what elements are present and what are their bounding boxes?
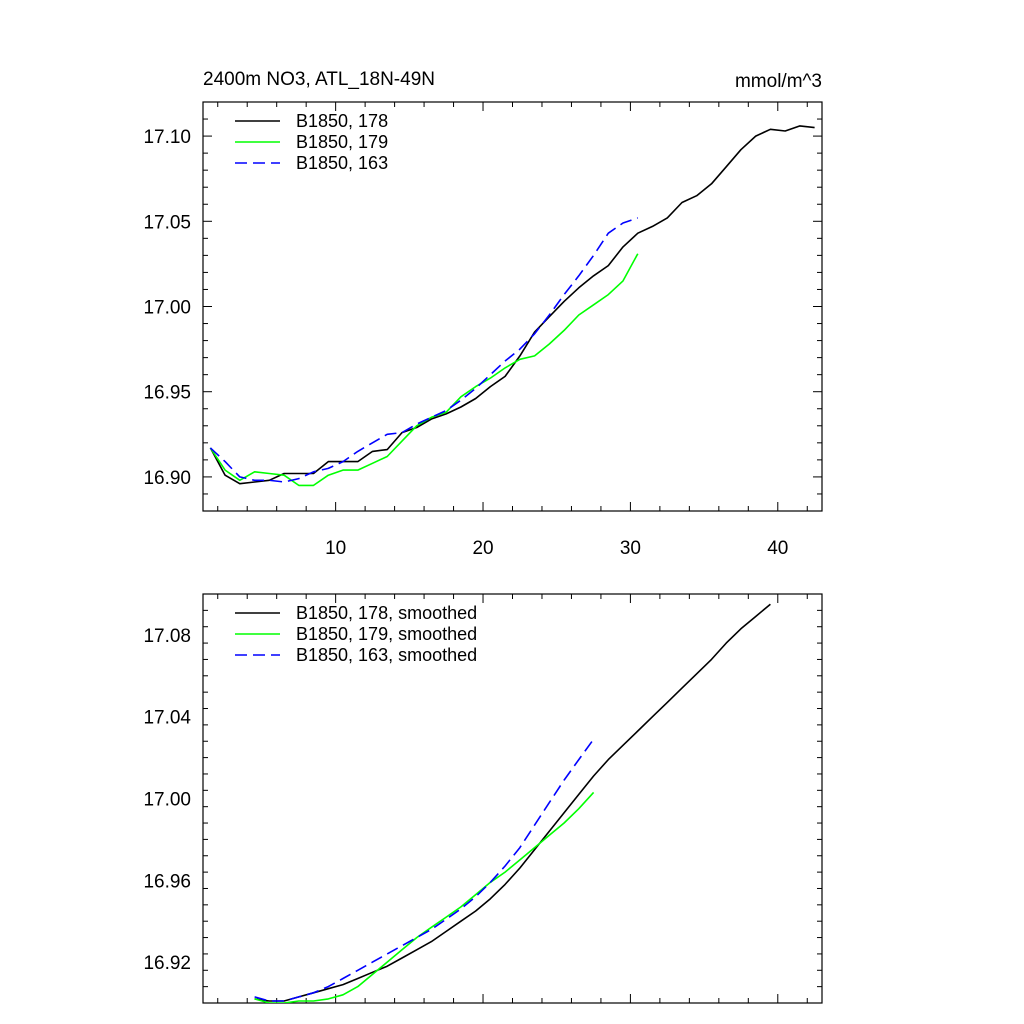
y-tick-label: 16.95 [143, 383, 191, 404]
series-line-3 [209, 217, 639, 483]
series-line-3 [254, 738, 595, 1002]
series-line-1 [254, 603, 771, 1002]
y-tick-label: 17.05 [143, 212, 191, 233]
x-tick-label: 40 [767, 538, 788, 559]
y-tick-label: 17.08 [143, 626, 191, 647]
y-tick-label: 17.00 [143, 298, 191, 319]
series-line-2 [209, 253, 639, 487]
series-line-1 [209, 125, 815, 485]
legend-label-3: B1850, 163 [296, 153, 388, 173]
legend-label-2: B1850, 179, smoothed [296, 624, 477, 644]
legend-label-1: B1850, 178, smoothed [296, 603, 477, 623]
x-tick-label: 10 [325, 538, 346, 559]
y-tick-label: 16.96 [143, 871, 191, 892]
x-tick-label: 20 [472, 538, 493, 559]
panel-2: 16.92 16.96 17.00 17.04 17.08 B1850, 178, smo… [143, 593, 823, 1004]
chart-title: 2400m NO3, ATL_18N-49N [203, 69, 435, 90]
units-label: mmol/m^3 [735, 71, 822, 92]
legend-label-2: B1850, 179 [296, 132, 388, 152]
y-tick-label: 17.00 [143, 790, 191, 811]
y-tick-label: 17.04 [143, 708, 191, 729]
y-tick-label: 16.92 [143, 953, 191, 974]
legend-label-1: B1850, 178 [296, 111, 388, 131]
legend-label-3: B1850, 163, smoothed [296, 645, 477, 665]
x-tick-label: 30 [620, 538, 641, 559]
y-tick-label: 16.90 [143, 468, 191, 489]
series-line-2 [254, 791, 595, 1003]
y-tick-label: 17.10 [143, 127, 191, 148]
panel-1: 10 20 30 40 16.90 16.95 17.00 17.05 17.10 B1850, … [143, 101, 823, 559]
